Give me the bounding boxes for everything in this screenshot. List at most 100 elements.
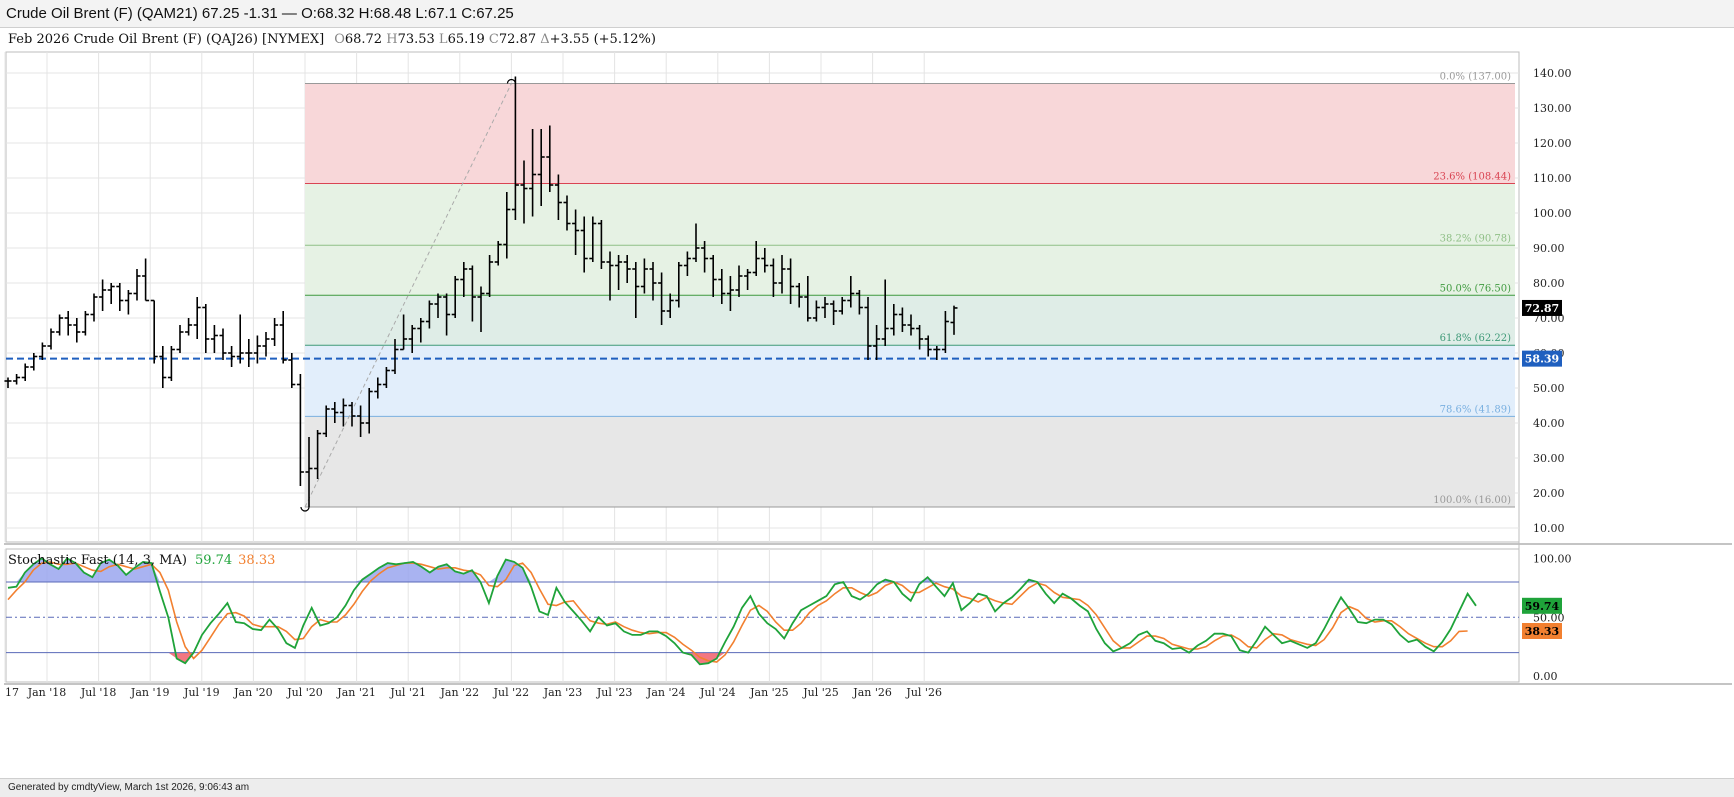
- fib-anchor-line: [304, 83, 512, 508]
- ohlc-value: 73.53: [398, 32, 439, 47]
- y-tick-label: 20.00: [1533, 487, 1565, 500]
- price-bar: [778, 255, 786, 294]
- x-tick-label: Jul '18: [80, 686, 117, 699]
- price-bar: [692, 223, 700, 262]
- price-bar: [838, 297, 846, 315]
- price-bar: [881, 279, 889, 346]
- price-bar: [425, 300, 433, 329]
- price-bar: [855, 290, 863, 315]
- price-bar: [769, 258, 777, 297]
- stoch-fast-line: [7, 557, 1477, 666]
- fib-level-label: 61.8% (62.22): [1440, 333, 1511, 344]
- stochastic-panel: [6, 557, 1519, 666]
- price-bar: [374, 377, 382, 399]
- y-tick-label: 140.00: [1533, 67, 1572, 80]
- y-tick-label: 30.00: [1533, 452, 1565, 465]
- price-bar: [262, 332, 270, 357]
- price-bar: [666, 293, 674, 318]
- price-bar: [30, 353, 38, 371]
- last-price-tag: 72.87: [1525, 302, 1559, 315]
- price-bar: [675, 262, 683, 308]
- price-bar: [451, 276, 459, 318]
- price-bar: [933, 346, 941, 360]
- ohlc-label: O: [334, 32, 345, 47]
- last-price-tag-bg: [1522, 299, 1562, 316]
- chart-header: Feb 2026 Crude Oil Brent (F) (QAJ26) [NY…: [8, 32, 656, 568]
- x-tick-label: Jan '18: [27, 686, 67, 699]
- price-bar: [701, 241, 709, 273]
- price-bar: [391, 339, 399, 374]
- price-bar: [486, 255, 494, 297]
- fib-zone: [305, 345, 1515, 417]
- price-bar: [649, 262, 657, 301]
- y-tick-label: 110.00: [1533, 172, 1572, 185]
- price-bar: [236, 314, 244, 364]
- fib-zone: [305, 245, 1515, 296]
- price-bar: [520, 160, 528, 224]
- price-bar: [658, 272, 666, 325]
- price-bar: [124, 290, 132, 315]
- price-bar: [271, 318, 279, 346]
- ohlc-label: C: [489, 32, 499, 47]
- price-bar: [804, 276, 812, 322]
- price-bar: [726, 276, 734, 311]
- price-bar: [314, 430, 322, 479]
- price-bar: [589, 216, 597, 262]
- price-bar: [167, 346, 175, 381]
- price-bar: [228, 346, 236, 367]
- price-bar: [322, 405, 330, 437]
- price-bar: [253, 335, 261, 364]
- price-bar: [847, 276, 855, 308]
- price-bar: [830, 300, 838, 325]
- x-tick-label: Jan '24: [646, 686, 686, 699]
- price-bar: [529, 129, 537, 217]
- price-bar: [159, 346, 167, 388]
- price-bar: [245, 339, 253, 367]
- price-bar: [873, 325, 881, 360]
- fib-anchor-low: [300, 506, 310, 512]
- price-bar: [296, 374, 304, 486]
- x-tick-label: Jan '25: [749, 686, 789, 699]
- x-tick-label: Jul '21: [389, 686, 426, 699]
- price-bar: [735, 265, 743, 297]
- x-tick-label: Jan '19: [130, 686, 170, 699]
- price-bar: [537, 129, 545, 206]
- price-bar: [99, 279, 107, 311]
- price-bar: [64, 311, 72, 336]
- price-bar: [795, 283, 803, 308]
- price-bar: [47, 328, 55, 350]
- ohlc-value: +3.55 (+5.12%): [550, 32, 656, 47]
- chart-area[interactable]: 0.0% (137.00) 23.6% (108.44) 38.2% (90.78)…: [3, 30, 1732, 778]
- price-bar: [683, 251, 691, 276]
- y-tick-label: 130.00: [1533, 102, 1572, 115]
- stoch-overbought-fill: [8, 558, 1476, 582]
- y-tick-label: 80.00: [1533, 277, 1565, 290]
- stoch-slow-line: [7, 561, 1468, 663]
- price-bar: [511, 76, 519, 220]
- price-bar: [546, 125, 554, 192]
- fib-level-label: 0.0% (137.00): [1440, 72, 1511, 83]
- chart-canvas[interactable]: 0.0% (137.00) 23.6% (108.44) 38.2% (90.78)…: [3, 30, 1732, 778]
- price-bar: [503, 192, 511, 259]
- price-bar: [640, 258, 648, 294]
- stochastic-title: Stochastic Fast (14, 3, MA): [8, 553, 187, 568]
- fib-level-label: 78.6% (41.89): [1440, 404, 1511, 415]
- price-bar: [477, 286, 485, 332]
- price-bar: [434, 293, 442, 318]
- price-bar: [890, 304, 898, 336]
- price-bar: [348, 402, 356, 427]
- price-bar: [219, 328, 227, 360]
- price-bar: [279, 311, 287, 364]
- price-bar: [752, 241, 760, 276]
- ohlc-label: Δ: [540, 32, 549, 47]
- y-tick-label: 50.00: [1533, 382, 1565, 395]
- price-bar: [821, 297, 829, 318]
- fib-zone: [305, 83, 1515, 184]
- footer-bar: Generated by cmdtyView, March 1st 2026, …: [0, 778, 1734, 797]
- x-tick-label: Jul '22: [493, 686, 530, 699]
- price-bar: [382, 367, 390, 388]
- price-bar: [615, 255, 623, 290]
- y-tick-label: 40.00: [1533, 417, 1565, 430]
- stoch-y-tick-label: 100.00: [1533, 552, 1572, 565]
- ohlc-value: 65.19: [448, 32, 489, 47]
